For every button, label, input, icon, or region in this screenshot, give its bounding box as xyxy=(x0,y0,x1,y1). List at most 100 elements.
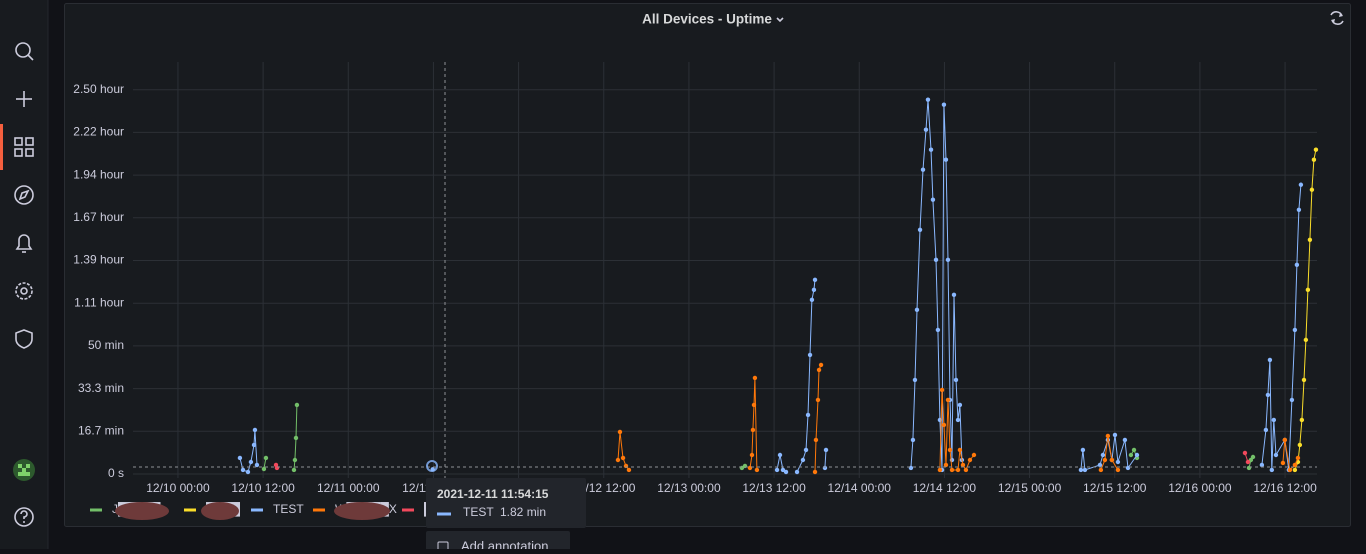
data-point xyxy=(263,455,269,461)
data-point xyxy=(1245,459,1251,465)
search-icon[interactable] xyxy=(15,42,34,61)
x-tick-label: 12/13 12:00 xyxy=(742,481,806,495)
data-point xyxy=(910,437,916,443)
help-icon[interactable] xyxy=(14,507,34,527)
data-point xyxy=(807,352,813,358)
data-point xyxy=(1267,357,1273,363)
title-chevron[interactable] xyxy=(776,17,784,23)
data-point xyxy=(251,442,257,448)
redaction xyxy=(115,502,169,520)
data-point xyxy=(800,457,806,463)
settings-icon[interactable] xyxy=(15,282,33,300)
x-tick-label: 12/15 00:00 xyxy=(998,481,1062,495)
data-point xyxy=(935,327,941,333)
data-point xyxy=(254,462,260,468)
data-point xyxy=(1131,447,1137,453)
data-point xyxy=(928,147,934,152)
redaction xyxy=(334,502,390,520)
data-point xyxy=(1287,467,1293,473)
data-point xyxy=(815,397,821,403)
x-tick-label: 12/11 00:00 xyxy=(317,481,380,495)
y-tick-label: 1.94 hour xyxy=(73,167,124,181)
data-point xyxy=(1273,452,1279,458)
tooltip xyxy=(426,478,586,528)
data-point xyxy=(1282,437,1288,443)
data-point xyxy=(1299,417,1305,423)
data-point xyxy=(1303,337,1309,343)
data-point xyxy=(803,447,809,453)
data-point xyxy=(812,469,818,475)
data-point xyxy=(1289,397,1295,403)
data-point xyxy=(923,127,929,132)
data-point xyxy=(937,467,943,473)
data-point xyxy=(957,447,963,453)
data-point xyxy=(1097,462,1103,468)
data-point xyxy=(1269,467,1275,473)
data-point xyxy=(1122,437,1128,443)
data-point xyxy=(949,467,955,473)
alerting-icon[interactable] xyxy=(15,234,33,253)
y-tick-label: 0 s xyxy=(108,466,124,480)
data-point xyxy=(1292,467,1298,473)
data-point xyxy=(292,457,298,463)
data-point xyxy=(945,397,951,403)
data-point xyxy=(750,427,756,433)
x-tick-label: 12/15 12:00 xyxy=(1083,481,1147,495)
x-tick-label: 12/12 12:00 xyxy=(572,481,636,495)
data-point xyxy=(933,257,939,263)
context-menu xyxy=(426,531,570,551)
x-tick-label: 12/13 00:00 xyxy=(657,481,721,495)
data-point xyxy=(955,417,961,423)
data-point xyxy=(237,455,243,461)
data-point xyxy=(1134,452,1140,458)
data-point xyxy=(945,257,951,263)
data-point xyxy=(1109,457,1115,463)
data-point xyxy=(812,277,818,283)
active-indicator xyxy=(0,124,3,170)
add-annotation[interactable]: Add annotation xyxy=(461,538,548,553)
redaction xyxy=(201,502,239,520)
data-point xyxy=(783,469,789,475)
data-point xyxy=(809,297,815,303)
legend-label: TEST xyxy=(273,502,304,516)
data-point xyxy=(1128,452,1134,458)
data-point xyxy=(1246,465,1252,471)
data-point xyxy=(617,429,623,435)
data-point xyxy=(777,452,783,458)
data-point xyxy=(805,412,811,418)
avatar[interactable] xyxy=(13,459,35,481)
data-point xyxy=(822,465,828,471)
data-point xyxy=(1259,462,1265,468)
data-point xyxy=(943,462,949,468)
data-point xyxy=(794,469,800,475)
data-point xyxy=(957,402,963,408)
data-point xyxy=(1307,237,1313,242)
x-tick-label: 12/16 00:00 xyxy=(1168,481,1232,495)
data-point xyxy=(930,197,936,202)
y-tick-label: 1.11 hour xyxy=(74,295,124,309)
panel-title[interactable]: All Devices - Uptime xyxy=(642,12,772,27)
data-point xyxy=(1082,467,1088,473)
explore-icon[interactable] xyxy=(14,185,34,205)
data-point xyxy=(294,402,300,408)
refresh-icon[interactable] xyxy=(1330,11,1344,25)
tooltip-series: TEST xyxy=(463,505,494,519)
data-point xyxy=(626,467,632,473)
data-point xyxy=(261,466,267,472)
data-point xyxy=(1292,327,1298,333)
data-point xyxy=(615,457,621,463)
data-point xyxy=(925,97,931,102)
data-point xyxy=(742,463,748,469)
data-point xyxy=(908,465,914,471)
data-point xyxy=(823,447,829,453)
data-point xyxy=(1311,157,1317,162)
data-point xyxy=(1078,467,1084,473)
shield-icon[interactable] xyxy=(15,329,33,349)
data-point xyxy=(912,377,918,383)
dashboards-icon[interactable] xyxy=(14,137,34,157)
data-point xyxy=(943,157,949,162)
x-tick-label: 12/14 00:00 xyxy=(828,481,892,495)
data-point xyxy=(1298,182,1304,187)
create-icon[interactable] xyxy=(16,91,32,107)
